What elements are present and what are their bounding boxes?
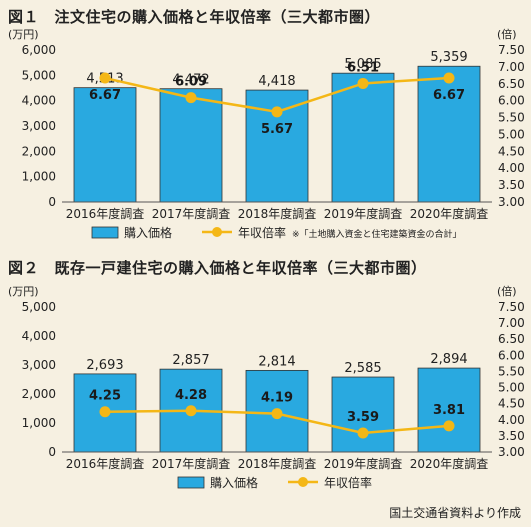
right-tick-label: 6.00 xyxy=(498,348,525,362)
left-tick-label: 5,000 xyxy=(22,300,56,314)
bar-value-label: 5,085 xyxy=(344,57,381,72)
right-tick-label: 5.50 xyxy=(498,364,525,378)
bar-2019年度調査 xyxy=(331,72,395,203)
bar-value-label: 4,472 xyxy=(172,73,209,88)
legend-bar-label: 購入価格 xyxy=(210,475,258,490)
ratio-point xyxy=(443,420,455,432)
category-label: 2018年度調査 xyxy=(238,206,317,221)
bar-value-label: 2,814 xyxy=(258,354,295,369)
bar-value-label: 2,693 xyxy=(86,358,123,373)
legend-line-marker xyxy=(212,227,222,237)
figure-1-chart: (万円) (倍) 0 1,000 2,000 3,000 4,000 5,000 6,000 3.… xyxy=(8,27,525,240)
category-label: 2019年度調査 xyxy=(324,206,403,221)
left-tick-label: 2,000 xyxy=(22,387,56,401)
right-tick-label: 4.00 xyxy=(498,161,525,175)
category-label: 2018年度調査 xyxy=(238,456,317,471)
right-axis-unit: (倍) xyxy=(497,284,517,298)
ratio-value-label: 6.67 xyxy=(433,88,465,103)
ratio-point xyxy=(357,77,369,89)
source-note: 国土交通省資料より作成 xyxy=(389,506,521,520)
category-label: 2017年度調査 xyxy=(152,206,231,221)
category-label: 2016年度調査 xyxy=(66,456,145,471)
left-tick-label: 6,000 xyxy=(22,43,56,57)
left-tick-label: 3,000 xyxy=(22,358,56,372)
ratio-value-label: 6.51 xyxy=(347,60,379,75)
legend-line-marker xyxy=(298,477,308,487)
bar-value-label: 2,857 xyxy=(172,353,209,368)
bar-value-label: 5,359 xyxy=(430,50,467,65)
legend-line-label: 年収倍率 xyxy=(238,225,286,240)
ratio-value-label: 4.19 xyxy=(261,391,293,406)
right-tick-label: 6.50 xyxy=(498,332,525,346)
ratio-value-label: 5.67 xyxy=(261,122,293,137)
category-label: 2016年度調査 xyxy=(66,206,145,221)
bar-2020年度調査 xyxy=(417,367,481,453)
right-tick-label: 7.00 xyxy=(498,60,525,74)
right-tick-label: 4.00 xyxy=(498,413,525,427)
right-tick-label: 3.50 xyxy=(498,178,525,192)
left-tick-label: 2,000 xyxy=(22,144,56,158)
ratio-value-label: 3.59 xyxy=(347,410,379,425)
figure-note: ※「土地購入資金と住宅建築資金の合計」 xyxy=(292,228,462,240)
ratio-value-label: 6.67 xyxy=(89,88,121,103)
category-label: 2019年度調査 xyxy=(324,456,403,471)
right-tick-label: 7.00 xyxy=(498,316,525,330)
category-label: 2020年度調査 xyxy=(410,206,489,221)
right-tick-label: 4.50 xyxy=(498,144,525,158)
right-tick-label: 6.00 xyxy=(498,94,525,108)
bar-2016年度調査 xyxy=(73,87,137,203)
right-tick-label: 3.00 xyxy=(498,195,525,209)
bar-2019年度調査 xyxy=(331,376,395,453)
legend-bar-label: 購入価格 xyxy=(124,225,172,240)
left-axis-unit: (万円) xyxy=(8,28,39,41)
ratio-point xyxy=(99,72,111,84)
ratio-point xyxy=(185,92,197,104)
ratio-value-label: 6.09 xyxy=(175,75,207,90)
left-axis-unit: (万円) xyxy=(8,285,39,298)
left-tick-label: 0 xyxy=(48,445,56,459)
figure-2-title: 図２ 既存一戸建住宅の購入価格と年収倍率（三大都市圏） xyxy=(8,259,427,277)
right-tick-label: 4.50 xyxy=(498,397,525,411)
left-tick-label: 3,000 xyxy=(22,119,56,133)
ratio-point xyxy=(357,427,369,439)
bar-2020年度調査 xyxy=(417,65,481,203)
left-tick-label: 0 xyxy=(48,195,56,209)
figure-2-chart: (万円) (倍) 0 1,000 2,000 3,000 4,000 5,000 3.00 3.5… xyxy=(8,284,525,490)
right-tick-label: 6.50 xyxy=(498,77,525,91)
left-tick-label: 4,000 xyxy=(22,94,56,108)
ratio-point xyxy=(443,72,455,84)
ratio-point xyxy=(271,408,283,420)
ratio-point xyxy=(185,405,197,417)
right-tick-label: 7.50 xyxy=(498,43,525,57)
legend-bar-swatch xyxy=(177,476,205,489)
right-tick-label: 5.00 xyxy=(498,381,525,395)
right-tick-label: 7.50 xyxy=(498,300,525,314)
left-tick-label: 5,000 xyxy=(22,68,56,82)
legend-bar-swatch xyxy=(91,226,119,239)
legend-line-label: 年収倍率 xyxy=(324,475,372,490)
right-tick-label: 5.00 xyxy=(498,127,525,141)
bar-2017年度調査 xyxy=(159,88,223,203)
ratio-value-label: 4.28 xyxy=(175,388,207,403)
left-tick-label: 4,000 xyxy=(22,329,56,343)
ratio-point xyxy=(99,406,111,418)
bar-value-label: 2,894 xyxy=(430,352,467,367)
category-label: 2017年度調査 xyxy=(152,456,231,471)
right-tick-label: 3.50 xyxy=(498,429,525,443)
bar-value-label: 4,418 xyxy=(258,74,295,89)
left-tick-label: 1,000 xyxy=(22,416,56,430)
right-tick-label: 3.00 xyxy=(498,445,525,459)
ratio-value-label: 4.25 xyxy=(89,389,121,404)
ratio-value-label: 3.81 xyxy=(433,403,465,418)
right-tick-label: 5.50 xyxy=(498,111,525,125)
ratio-point xyxy=(271,106,283,118)
figure-1-title: 図１ 注文住宅の購入価格と年収倍率（三大都市圏） xyxy=(8,8,381,26)
bar-value-label: 2,585 xyxy=(344,361,381,376)
right-axis-unit: (倍) xyxy=(497,27,517,41)
category-label: 2020年度調査 xyxy=(410,456,489,471)
left-tick-label: 1,000 xyxy=(22,170,56,184)
